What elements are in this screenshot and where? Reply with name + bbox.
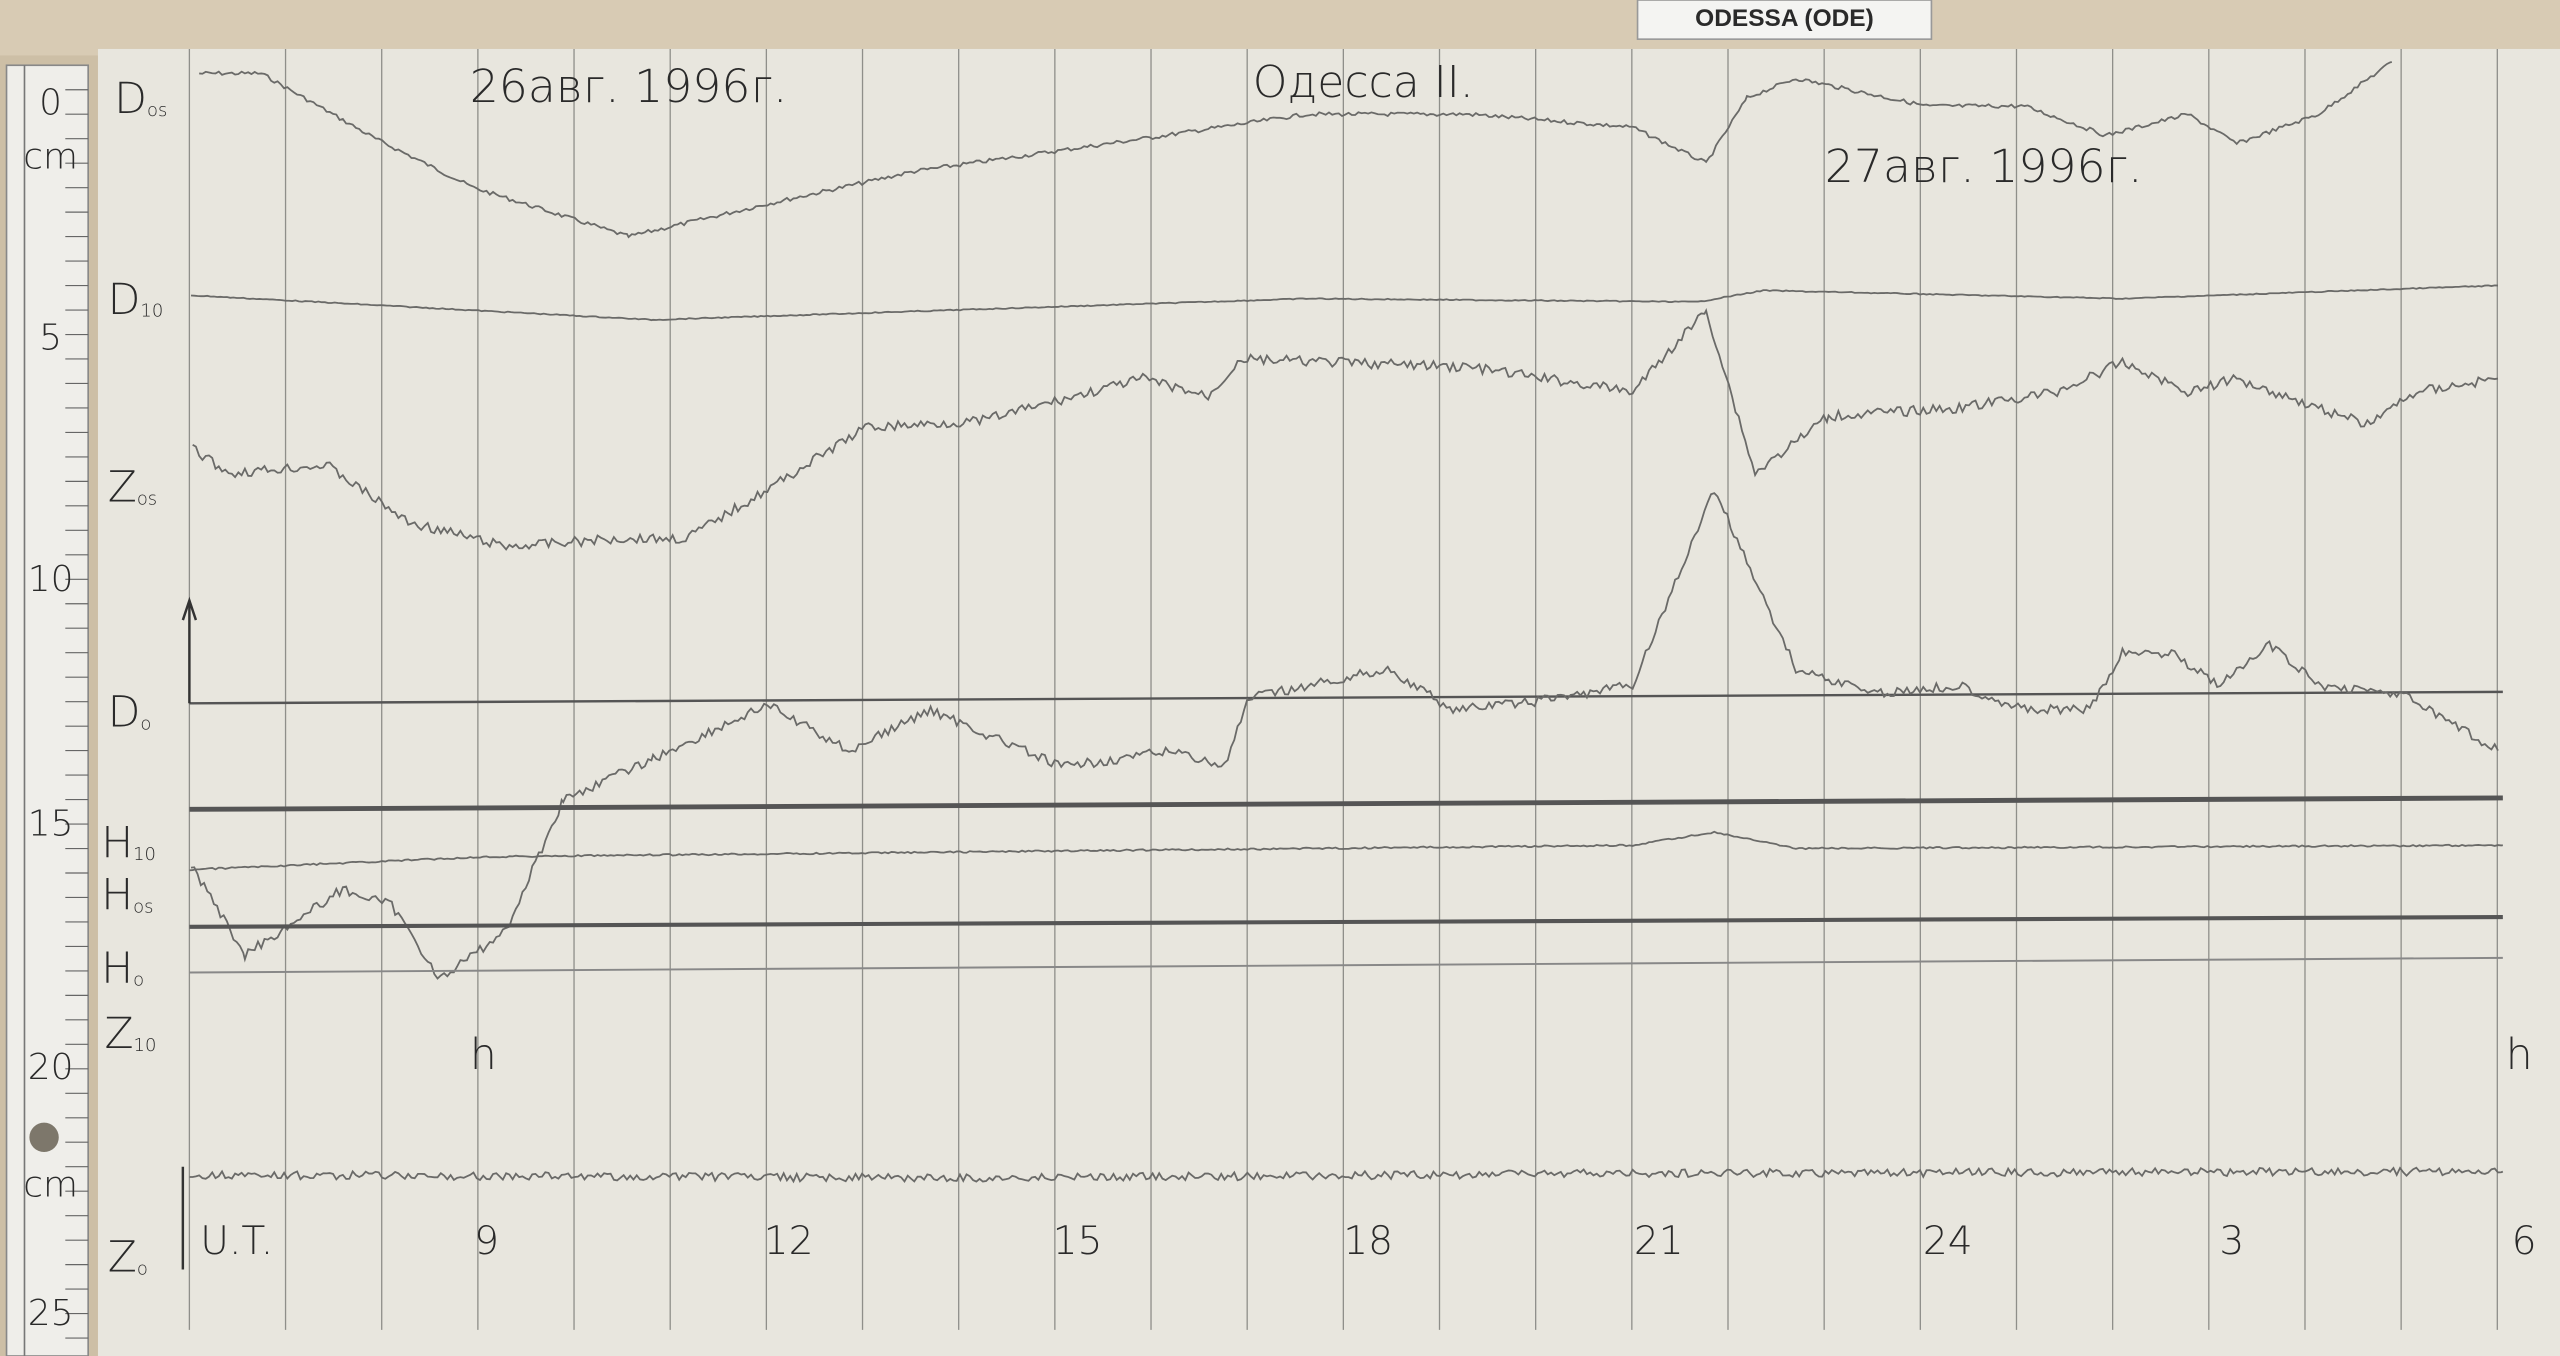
ruler-label: 5 — [39, 317, 62, 358]
trace-label: Zo — [108, 1233, 148, 1282]
ruler-label: 25 — [28, 1293, 74, 1334]
trace-subscript: os — [137, 488, 157, 509]
hour-label: 24 — [1923, 1219, 1973, 1264]
ruler-label: 15 — [28, 804, 74, 845]
trace-letter: H — [101, 871, 133, 920]
date-right: 27авг. 1996г. — [1825, 140, 2143, 193]
grid — [65, 48, 2498, 1339]
trace-label: Zos — [108, 463, 157, 512]
ruler-label: 20 — [28, 1047, 74, 1088]
trace-letter: H — [101, 819, 133, 868]
labels: 0cm5101520cm25DosD10ZosDoH10HosHoZ10ZoU.… — [23, 75, 2536, 1335]
ruler-label: 0 — [39, 82, 62, 123]
line-h-o — [189, 915, 2503, 929]
trace-letter: H — [101, 944, 133, 993]
ruler — [5, 64, 89, 1356]
hour-label: 21 — [1634, 1219, 1684, 1264]
trace-z-os — [192, 307, 2499, 551]
trace-d-o — [190, 492, 2499, 980]
arrow-head — [181, 596, 198, 621]
trace-label: Ho — [101, 944, 144, 993]
ruler-label: cm — [23, 1164, 78, 1205]
trace-letter: Z — [104, 1010, 133, 1059]
baseline-d-o — [189, 690, 2503, 705]
trace-label: Hos — [101, 871, 153, 920]
hour-label: 3 — [2219, 1219, 2244, 1264]
pin — [29, 1122, 59, 1153]
unit-label: h — [470, 1031, 497, 1080]
hour-label: 6 — [2512, 1219, 2537, 1264]
trace-subscript: 10 — [140, 301, 163, 322]
trace-subscript: os — [147, 100, 167, 121]
trace-subscript: o — [137, 1259, 148, 1280]
line-h-10 — [189, 795, 2503, 812]
hour-label: 12 — [764, 1219, 814, 1264]
trace-label: Dos — [114, 75, 167, 124]
trace-d-os — [199, 61, 2393, 239]
top-board — [0, 0, 2560, 56]
trace-letter: D — [108, 688, 141, 737]
trace-label: D10 — [108, 275, 164, 324]
trace-d-10 — [190, 284, 2499, 322]
station-tag — [1636, 0, 1933, 40]
trace-label: Z10 — [104, 1010, 156, 1059]
hour-label: 9 — [474, 1219, 499, 1264]
trace-subscript: o — [133, 970, 144, 991]
trace-subscript: 10 — [134, 1035, 157, 1056]
hour-label: 15 — [1053, 1219, 1103, 1264]
trace-subscript: 10 — [133, 844, 156, 865]
trace-subscript: o — [140, 714, 151, 735]
ruler-label: 10 — [28, 559, 74, 600]
unit-label: h — [2506, 1031, 2533, 1080]
traces — [189, 61, 2504, 1184]
hour-label: 18 — [1343, 1219, 1393, 1264]
hour-label: U.T. — [200, 1219, 273, 1264]
trace-letter: Z — [108, 463, 137, 512]
trace-subscript: os — [133, 896, 153, 917]
line-z-10 — [189, 956, 2503, 974]
ruler-label: cm — [23, 136, 78, 177]
trace-letter: D — [114, 75, 147, 124]
date-left: 26авг. 1996г. — [470, 60, 788, 113]
station-label: ODESSA (ODE) — [1695, 5, 1874, 32]
trace-z-o — [189, 1166, 2504, 1184]
trace-letter: D — [108, 275, 141, 324]
trace-letter: Z — [108, 1233, 137, 1282]
station-title: Одесса II. — [1253, 57, 1474, 108]
trace-label: Do — [108, 688, 152, 737]
trace-h-os — [189, 830, 2503, 872]
trace-label: H10 — [101, 819, 156, 868]
